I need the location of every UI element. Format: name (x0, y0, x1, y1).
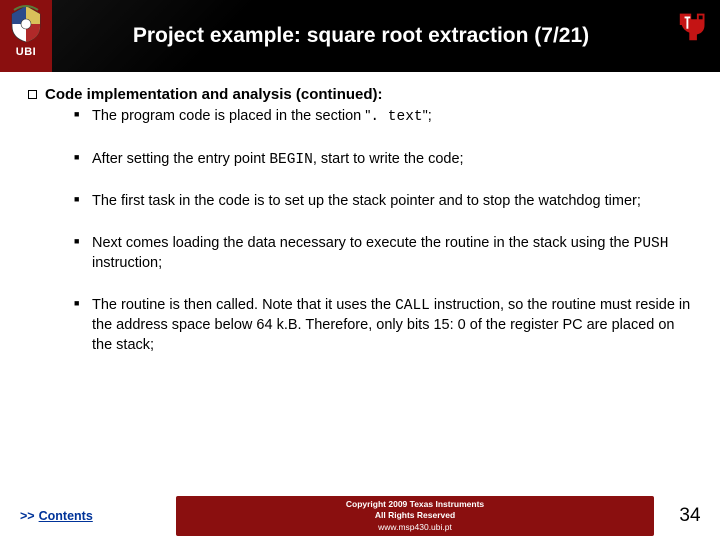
slide: UBI Project example: square root extract… (0, 0, 720, 540)
bullet-text-pre: The program code is placed in the sectio… (92, 108, 370, 124)
bullet-text-pre: The routine is then called. Note that it… (92, 297, 395, 313)
heading-text: Code implementation and analysis (contin… (45, 86, 383, 103)
bullet-text-post: "; (423, 108, 432, 124)
ubi-label: UBI (16, 46, 36, 58)
header: UBI Project example: square root extract… (0, 0, 720, 72)
list-item: The routine is then called. Note that it… (74, 296, 692, 356)
bullet-text-mono: PUSH (634, 236, 669, 252)
bullet-text-mono: CALL (395, 298, 430, 314)
title-area: Project example: square root extraction … (52, 0, 670, 72)
contents-link-block: >> Contents (0, 509, 170, 523)
contents-prefix: >> (20, 509, 35, 523)
slide-title: Project example: square root extraction … (133, 23, 589, 49)
copyright-url: www.msp430.ubi.pt (176, 522, 654, 533)
contents-link[interactable]: Contents (39, 509, 93, 523)
bullet-text-pre: Next comes loading the data necessary to… (92, 235, 634, 251)
bullet-text-post: , start to write the code; (313, 151, 464, 167)
copyright-block: Copyright 2009 Texas Instruments All Rig… (176, 496, 654, 535)
bullet-square-icon (28, 90, 37, 99)
bullet-text-mono: . text (370, 109, 422, 125)
copyright-line2: All Rights Reserved (176, 510, 654, 521)
list-item: The first task in the code is to set up … (74, 192, 692, 212)
page-number: 34 (660, 505, 720, 527)
bullet-text-post: instruction; (92, 255, 162, 271)
footer: >> Contents Copyright 2009 Texas Instrume… (0, 492, 720, 540)
bullet-text-pre: After setting the entry point (92, 151, 269, 167)
bullet-text-pre: The first task in the code is to set up … (92, 193, 641, 209)
slide-body: Code implementation and analysis (contin… (0, 72, 720, 492)
list-item: Next comes loading the data necessary to… (74, 234, 692, 274)
list-item: The program code is placed in the sectio… (74, 107, 692, 128)
bullet-list: The program code is placed in the sectio… (74, 107, 692, 356)
ti-logo-block (670, 0, 720, 72)
list-item: After setting the entry point BEGIN, sta… (74, 150, 692, 171)
copyright-line1: Copyright 2009 Texas Instruments (176, 499, 654, 510)
section-heading: Code implementation and analysis (contin… (28, 86, 692, 103)
crest-icon (6, 4, 46, 44)
ubi-logo-block: UBI (0, 0, 52, 72)
ti-logo-icon (676, 6, 714, 44)
bullet-text-mono: BEGIN (269, 152, 313, 168)
